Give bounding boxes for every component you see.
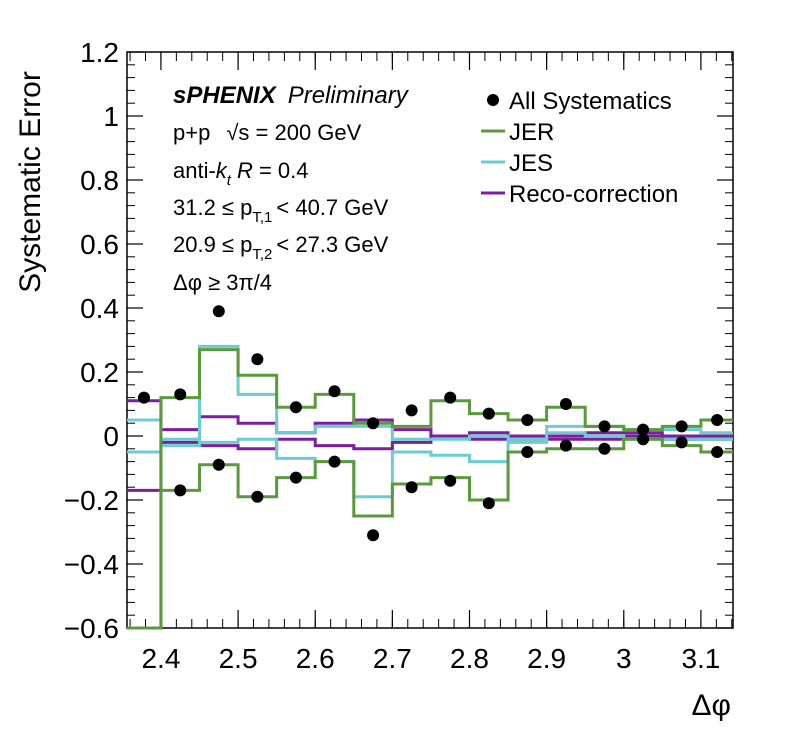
dphi-cut-label: Δφ ≥ 3π/4 [173, 270, 272, 295]
legend-label-jes: JES [509, 150, 553, 177]
x-tick-label: 2.4 [141, 643, 180, 674]
data-point-all-systematics [328, 455, 341, 468]
data-point-all-systematics [559, 398, 572, 410]
data-point-all-systematics [212, 305, 225, 318]
legend-entry-all-systematics: All Systematics [487, 88, 672, 115]
legend-label-jer: JER [509, 119, 554, 146]
series-jer-up-step [127, 348, 733, 630]
data-point-all-systematics [174, 388, 187, 401]
data-point-all-systematics [367, 417, 380, 430]
x-axis-title: Δφ [692, 689, 732, 722]
data-point-all-systematics [405, 481, 418, 494]
data-point-all-systematics [405, 404, 418, 417]
data-point-all-systematics [482, 497, 495, 510]
data-point-all-systematics [137, 391, 150, 404]
data-point-all-systematics [212, 458, 225, 471]
annotation-block: sPHENIX Preliminary p+p √s = 200 GeV anti-… [173, 82, 410, 295]
system-label: p+p √s = 200 GeV [173, 120, 362, 145]
y-tick-label: −0.4 [64, 549, 119, 580]
y-tick-label: 0.8 [80, 165, 119, 196]
pt2-cut-label: 20.9 ≤ pT,2 < 27.3 GeV [173, 232, 389, 263]
x-tick-label: 2.7 [373, 643, 412, 674]
legend-entry-jes: JES [481, 150, 553, 177]
jet-algo-label: anti-kt R = 0.4 [173, 158, 309, 189]
series-layer [127, 344, 733, 630]
series-jes-down-step [127, 431, 733, 499]
y-tick-label: −0.2 [64, 485, 119, 516]
data-point-all-systematics [598, 420, 611, 433]
legend-entry-jer: JER [481, 119, 554, 146]
y-tick-label: 1.2 [80, 37, 119, 68]
data-point-all-systematics [367, 529, 380, 542]
y-tick-label: 1 [103, 101, 119, 132]
series-jer-down-step [127, 437, 733, 630]
data-point-all-systematics [444, 474, 457, 487]
pt1-cut-label: 31.2 ≤ pT,1 < 40.7 GeV [173, 195, 389, 226]
x-tick-label: 3 [616, 643, 632, 674]
legend-label-reco-correction: Reco-correction [509, 181, 678, 208]
data-point-all-systematics [328, 385, 341, 398]
legend: All Systematics JER JES Reco-correction [481, 88, 678, 208]
x-tick-label: 2.8 [450, 643, 489, 674]
x-tick-label: 2.5 [219, 643, 258, 674]
data-point-all-systematics [559, 439, 572, 452]
x-tick-label: 3.1 [681, 643, 720, 674]
data-point-all-systematics [675, 420, 688, 433]
data-point-all-systematics [289, 471, 302, 484]
experiment-label: sPHENIX Preliminary [173, 82, 410, 109]
legend-entry-reco-correction: Reco-correction [481, 181, 678, 208]
data-point-all-systematics [711, 414, 724, 426]
data-point-all-systematics [174, 484, 187, 497]
data-point-all-systematics [521, 446, 534, 458]
data-point-all-systematics [289, 401, 302, 414]
y-tick-label: 0 [103, 421, 119, 452]
y-tick-label: 0.6 [80, 229, 119, 260]
x-tick-label: 2.9 [527, 643, 566, 674]
data-point-all-systematics [637, 423, 650, 436]
data-point-all-systematics [251, 353, 264, 366]
x-tick-label: 2.6 [296, 643, 335, 674]
data-point-all-systematics [444, 391, 457, 404]
axis-ticks: −0.6 −0.4 −0.2 0 0.2 0.4 0.6 0.8 1 1.2 2.4 2.5 2.6 2.… [64, 37, 733, 674]
data-point-all-systematics [637, 433, 650, 446]
data-point-all-systematics [521, 414, 534, 426]
legend-label-all-systematics: All Systematics [509, 88, 672, 115]
data-point-all-systematics [598, 442, 611, 455]
data-point-all-systematics [251, 490, 264, 503]
y-axis-title: Systematic Error [14, 71, 47, 293]
y-tick-label: 0.4 [80, 293, 119, 324]
plot-frame [126, 51, 734, 629]
markers-layer [137, 305, 724, 542]
data-point-all-systematics [482, 407, 495, 420]
plot-border [126, 51, 734, 629]
data-point-all-systematics [675, 436, 688, 449]
y-tick-label: −0.6 [64, 613, 119, 644]
y-tick-label: 0.2 [80, 357, 119, 388]
legend-marker-all-systematics [487, 94, 499, 106]
data-point-all-systematics [711, 446, 724, 458]
